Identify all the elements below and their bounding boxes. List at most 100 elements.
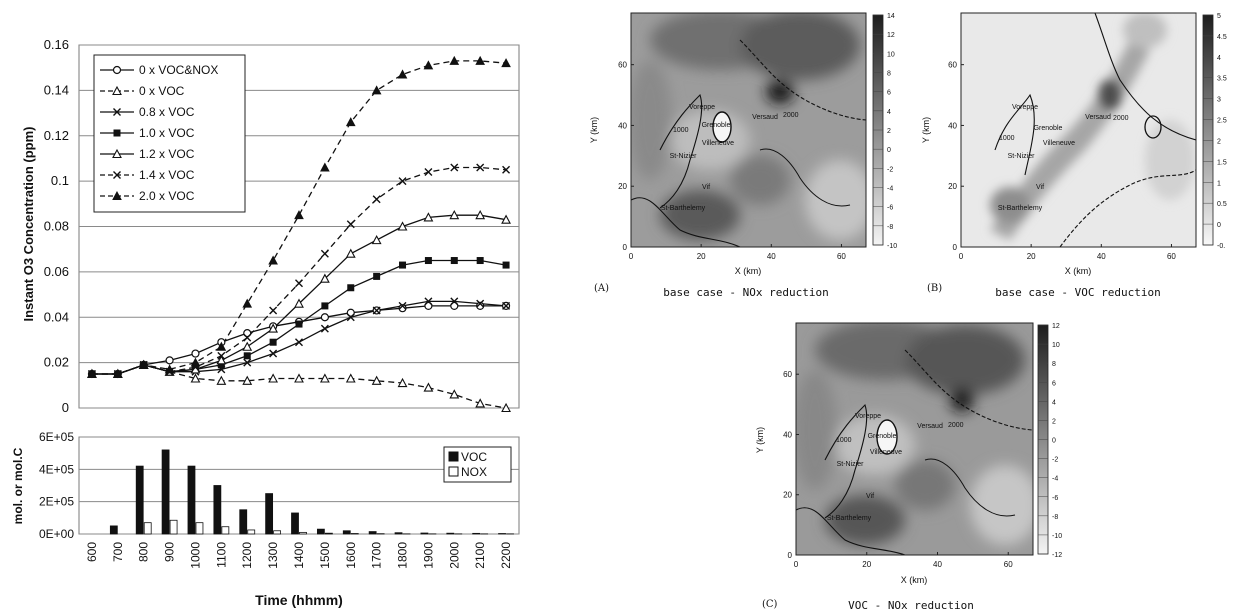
emissions-bar-voc <box>187 465 196 535</box>
colorbar-label: -8 <box>887 224 893 231</box>
ozone-legend-label: 0 x VOC <box>139 84 185 98</box>
colorbar-label: 0 <box>1217 222 1221 229</box>
ozone-data-point <box>87 368 97 378</box>
emissions-x-tick-label: 2100 <box>473 542 487 569</box>
colorbar-label: 3.5 <box>1217 76 1227 83</box>
colorbar-label: 2 <box>1052 418 1056 425</box>
colorbar-label: 3 <box>1217 97 1221 104</box>
emissions-bar-voc <box>472 532 481 535</box>
emissions-bar-voc <box>161 449 170 535</box>
ozone-y-tick-labels: 0 0.02 0.04 0.06 0.08 0.1 0.12 0.14 0.16 <box>44 37 69 415</box>
map-c-colorbar-labels: 12 10 8 6 4 2 0 -2 -4 -6 -8 -10 -12 <box>1038 323 1062 559</box>
ozone-data-point <box>268 373 279 383</box>
map-b-caption: base case - VOC reduction <box>995 286 1161 299</box>
ozone-legend-marker <box>112 85 122 96</box>
ozone-y-axis-label: Instant O3 Concentration (ppm) <box>21 127 36 322</box>
ozone-data-point <box>190 373 201 383</box>
ozone-data-point <box>217 361 225 369</box>
ozone-data-point <box>398 301 407 310</box>
legend-swatch-nox <box>448 466 459 477</box>
ozone-data-point <box>502 165 511 174</box>
emissions-y-tick-label: 4E+05 <box>39 462 74 476</box>
map-a-contour-line <box>659 93 703 209</box>
emissions-bar-voc <box>394 532 403 535</box>
ozone-data-point <box>476 301 485 311</box>
colorbar-label: -4 <box>887 186 893 193</box>
emissions-x-axis-label: Time (hhmm) <box>255 592 343 608</box>
emissions-x-tick-label: 1500 <box>318 542 332 569</box>
map-c-axis-ticks: 0 20 40 60 0 20 40 60 <box>783 370 1013 569</box>
map-b-contour-line-2 <box>994 93 1035 176</box>
map-a-panel-label: (A) <box>594 283 609 294</box>
ozone-data-point <box>397 69 408 79</box>
emissions-bar-voc <box>446 532 455 535</box>
ozone-gridlines <box>79 44 519 409</box>
map-y-tick-label: 0 <box>788 551 793 560</box>
map-a-y-axis-label: Y (km) <box>589 117 599 143</box>
ozone-data-point <box>320 162 330 172</box>
ozone-data-point <box>475 209 486 220</box>
emissions-y-tick-label: 2E+05 <box>39 495 74 509</box>
colorbar-label: 4 <box>1052 399 1056 406</box>
map-c-shading <box>796 323 1033 545</box>
emissions-bar-nox <box>247 529 256 535</box>
emissions-bar-nox <box>221 526 230 535</box>
emissions-bar-nox <box>299 531 307 535</box>
emissions-x-tick-label: 700 <box>111 542 125 562</box>
ozone-legend-marker <box>113 129 121 137</box>
ozone-data-point <box>372 195 381 204</box>
map-c-contour-label-1000: 1000 <box>836 437 852 444</box>
emissions-plot-area <box>78 436 520 535</box>
map-place-label: Villeneuve <box>702 140 734 147</box>
map-a-grenoble-zone <box>712 111 732 143</box>
map-y-tick-label: 20 <box>618 182 627 191</box>
ozone-data-point <box>320 249 329 258</box>
map-a-axis-ticks: 0 20 40 60 0 20 40 60 <box>618 61 846 261</box>
map-place-label: Versaud <box>917 423 943 430</box>
colorbar-label: -10 <box>887 243 897 250</box>
ozone-data-point <box>164 364 175 374</box>
ozone-data-point <box>449 209 460 220</box>
map-place-label: Voreppe <box>689 104 715 111</box>
emissions-gridlines <box>79 436 519 535</box>
colorbar-label: 8 <box>887 71 891 78</box>
ozone-legend-marker <box>113 171 121 179</box>
ozone-legend-label: 2.0 x VOC <box>139 189 195 203</box>
colorbar-label: 14 <box>887 13 895 20</box>
map-y-tick-label: 60 <box>618 61 627 70</box>
colorbar-label: 4 <box>887 109 891 116</box>
map-place-label: Villeneuve <box>1043 140 1075 147</box>
ozone-data-point <box>319 373 330 383</box>
map-x-tick-label: 20 <box>862 560 871 569</box>
ozone-data-point <box>399 261 407 269</box>
map-c-x-axis-label: X (km) <box>901 575 928 585</box>
map-place-label: Vif <box>866 493 874 500</box>
ozone-data-point <box>501 402 511 413</box>
map-x-tick-label: 60 <box>1004 560 1013 569</box>
ozone-data-point <box>345 373 356 383</box>
ozone-data-point <box>190 357 201 367</box>
ozone-data-point <box>242 375 253 385</box>
ozone-data-point <box>398 304 407 313</box>
ozone-data-point <box>371 375 382 385</box>
map-b-frame <box>960 12 1197 248</box>
ozone-series-markers <box>87 55 511 413</box>
map-c-grenoble-zone <box>876 419 898 455</box>
map-b-x-axis-label: X (km) <box>1065 266 1092 276</box>
ozone-y-tick-label: 0.14 <box>44 82 69 97</box>
ozone-data-point <box>295 320 303 328</box>
map-x-tick-label: 40 <box>767 252 776 261</box>
map-place-label: Vif <box>1036 184 1044 191</box>
ozone-data-point <box>269 306 278 315</box>
ozone-data-point <box>242 341 253 351</box>
ozone-data-point <box>138 359 149 369</box>
map-y-tick-label: 0 <box>623 243 628 252</box>
map-y-tick-label: 20 <box>948 182 957 191</box>
ozone-data-point <box>345 248 356 258</box>
map-a-colorbar-labels: 14 12 10 8 6 4 2 0 -2 -4 -6 -8 -10 <box>873 13 897 250</box>
map-place-label: Versaud <box>752 114 778 121</box>
ozone-data-point <box>373 272 381 280</box>
map-place-label: St-Nizier <box>837 461 865 468</box>
ozone-data-point <box>371 234 382 245</box>
